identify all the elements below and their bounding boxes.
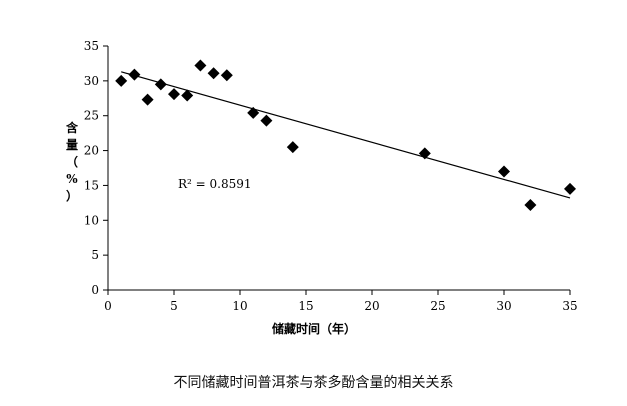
y-tick-label: 0 — [91, 283, 99, 297]
x-tick-label: 30 — [496, 299, 511, 313]
y-tick-label: 10 — [84, 213, 99, 227]
y-tick-label: 35 — [84, 39, 99, 53]
data-point — [154, 78, 167, 91]
y-axis-label: 含量（%） — [66, 120, 79, 203]
y-tick-label: 15 — [84, 178, 99, 192]
figure-caption: 不同储藏时间普洱茶与茶多酚含量的相关关系 — [173, 375, 454, 391]
x-tick-label: 35 — [562, 299, 577, 313]
data-point — [194, 59, 207, 72]
x-tick-label: 20 — [364, 299, 379, 313]
x-tick-label: 15 — [298, 299, 313, 313]
data-point — [181, 89, 194, 102]
y-tick-label: 25 — [84, 109, 99, 123]
x-tick-label: 5 — [170, 299, 178, 313]
x-tick-label: 10 — [232, 299, 247, 313]
data-point — [128, 68, 141, 81]
data-point — [207, 67, 220, 80]
data-point — [220, 69, 233, 82]
y-tick-label: 5 — [91, 248, 99, 262]
data-point — [260, 114, 273, 127]
data-point — [115, 74, 128, 87]
data-point — [498, 165, 510, 178]
data-point — [168, 88, 180, 101]
x-axis-label: 储藏时间（年） — [272, 321, 356, 336]
data-point — [524, 198, 537, 211]
data-point — [141, 93, 154, 106]
x-tick-label: 25 — [430, 299, 445, 313]
y-tick-label: 30 — [84, 74, 99, 88]
y-tick-label: 20 — [84, 144, 99, 158]
data-point — [418, 147, 431, 160]
trendline — [121, 71, 571, 199]
data-point — [247, 106, 260, 119]
r-squared-annotation: R² = 0.8591 — [178, 177, 252, 191]
x-tick-label: 0 — [104, 299, 112, 313]
data-point — [286, 141, 299, 154]
data-point — [564, 182, 576, 195]
